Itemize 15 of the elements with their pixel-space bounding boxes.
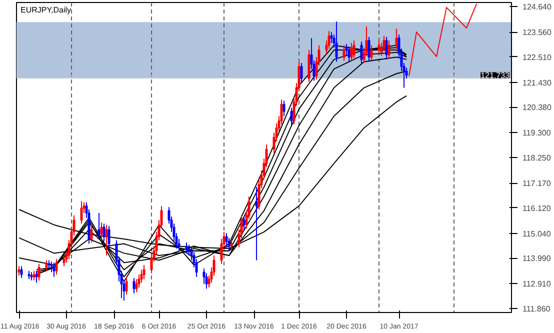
y-tick-label: 112.910 xyxy=(522,280,552,289)
ref-line-label: 121.733 xyxy=(480,71,510,80)
y-tick-label: 123.560 xyxy=(522,28,552,38)
y-tick-label: 119.300 xyxy=(522,128,552,138)
y-tick-label: 115.040 xyxy=(522,229,552,238)
y-tick-label: 124.640 xyxy=(522,2,552,12)
y-tick-label: 121.430 xyxy=(522,78,552,88)
y-tick-label: 118.250 xyxy=(522,154,552,162)
y-tick-label: 113.990 xyxy=(522,254,552,264)
y-tick-label: 111.860 xyxy=(522,304,551,314)
y-tick-label: 116.120 xyxy=(522,204,552,213)
chart-title: EURJPY,Daily xyxy=(20,6,72,14)
y-tick-label: 117.170 xyxy=(522,179,552,188)
y-tick-label: 120.380 xyxy=(522,103,552,112)
y-tick-label: 122.510 xyxy=(522,52,552,62)
